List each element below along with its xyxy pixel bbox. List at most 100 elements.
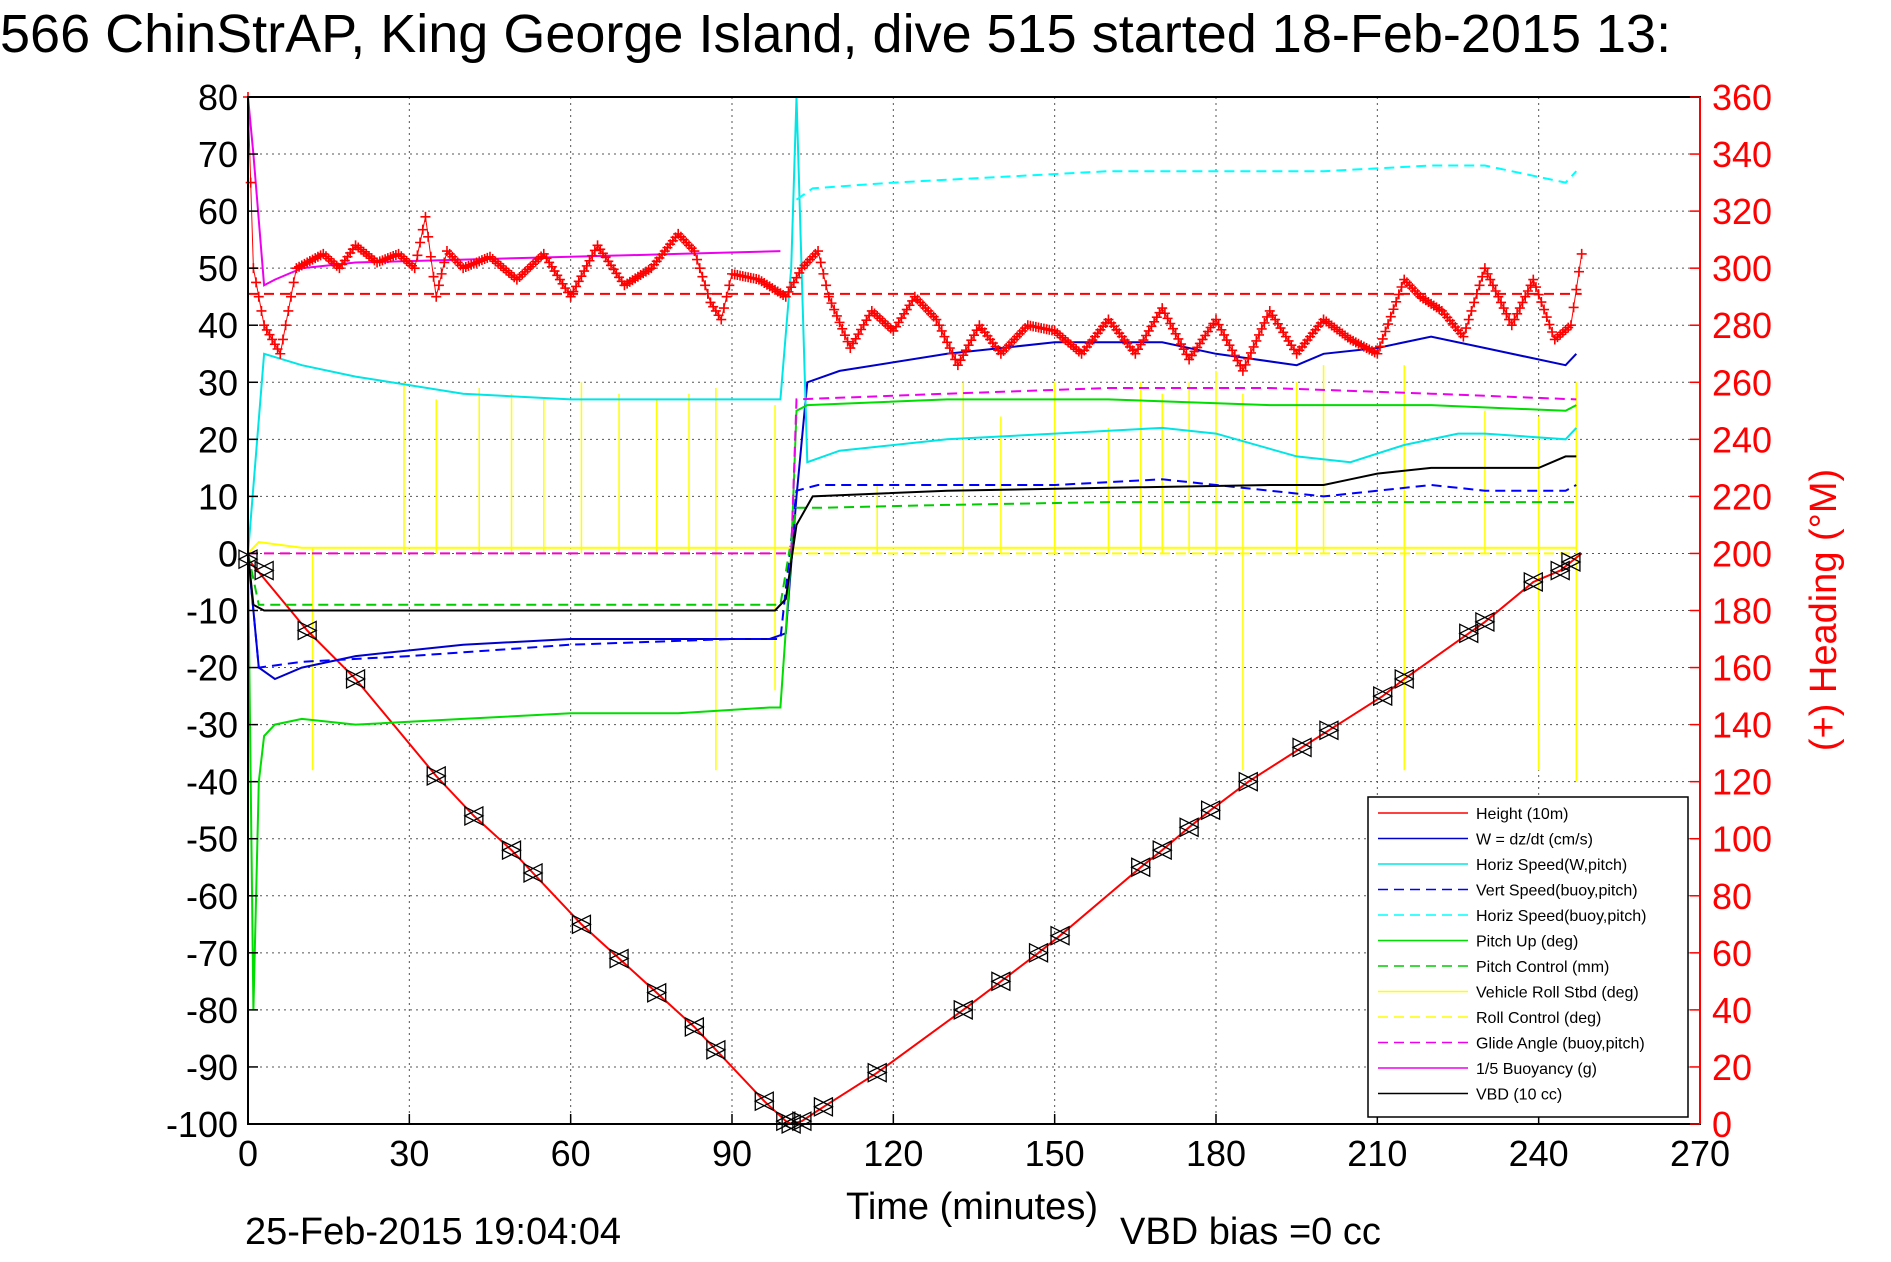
depth-marker: [345, 668, 367, 690]
heading-marker: [1477, 271, 1488, 282]
depth-marker: [1522, 571, 1544, 593]
heading-marker: [253, 291, 264, 302]
heading-marker: [409, 263, 420, 274]
heading-marker: [1256, 323, 1267, 334]
heading-marker: [1383, 319, 1394, 330]
heading-marker: [589, 245, 600, 256]
heading-marker: [264, 329, 275, 340]
depth-marker: [1237, 771, 1259, 792]
heading-marker: [1262, 311, 1273, 322]
heading-marker: [288, 277, 299, 288]
heading-marker: [1227, 345, 1238, 356]
heading-marker: [1536, 297, 1547, 308]
heading-marker: [721, 291, 732, 302]
depth-marker: [1291, 737, 1313, 758]
heading-marker: [1479, 263, 1490, 274]
heading-marker: [1229, 350, 1240, 361]
heading-marker: [431, 291, 442, 302]
y2-tick-label: 20: [1712, 1047, 1752, 1088]
y-tick-label: -80: [186, 990, 238, 1031]
heading-marker: [944, 343, 955, 354]
heading-marker: [963, 340, 974, 351]
y2-tick-label: 140: [1712, 705, 1772, 746]
legend-label: Vert Speed(buoy,pitch): [1476, 883, 1638, 900]
footer-date: 25-Feb-2015 19:04:04: [245, 1211, 621, 1253]
heading-marker: [269, 339, 280, 350]
heading-marker: [1224, 340, 1235, 351]
heading-line: [247, 96, 1583, 373]
heading-marker: [1530, 282, 1541, 293]
depth-marker: [1549, 560, 1571, 581]
heading-marker: [831, 310, 842, 321]
heading-marker: [286, 291, 297, 302]
heading-marker: [256, 305, 267, 316]
y-tick-label: 40: [198, 305, 238, 346]
heading-marker: [823, 291, 834, 302]
depth-marker: [1372, 686, 1394, 707]
legend-label: Horiz Speed(W,pitch): [1476, 857, 1627, 874]
series-line: [795, 164, 1578, 201]
legend-label: Pitch Control (mm): [1476, 959, 1609, 976]
heading-marker: [1146, 321, 1157, 332]
series-line: [247, 540, 1577, 555]
heading-marker: [412, 250, 423, 261]
x-tick-label: 0: [238, 1133, 258, 1174]
heading-marker: [842, 336, 853, 347]
plot-series: [237, 92, 1587, 1135]
heading-marker: [1385, 311, 1396, 322]
heading-marker: [1377, 333, 1388, 344]
heading-marker: [1547, 326, 1558, 337]
x-tick-label: 120: [863, 1133, 923, 1174]
y-tick-label: 50: [198, 248, 238, 289]
depth-marker: [646, 982, 668, 1003]
heading-marker: [952, 360, 963, 371]
heading-marker: [1474, 280, 1485, 291]
heading-marker: [277, 334, 288, 345]
legend-box: [1367, 796, 1689, 1118]
legend-label: Roll Control (deg): [1476, 1010, 1601, 1027]
depth-marker: [1458, 623, 1480, 644]
heading-marker: [433, 280, 444, 291]
depth-marker: [791, 1111, 813, 1132]
heading-marker: [1251, 335, 1262, 346]
heading-marker: [1162, 313, 1173, 324]
heading-marker: [689, 246, 700, 257]
heading-marker: [826, 298, 837, 309]
depth-marker: [1393, 668, 1415, 690]
y-tick-label: -60: [186, 876, 238, 917]
y-tick-label: 10: [198, 476, 238, 517]
heading-marker: [791, 272, 802, 283]
y2-tick-label: 180: [1712, 591, 1772, 632]
heading-marker: [1574, 266, 1584, 277]
heading-marker: [1213, 319, 1224, 330]
x-axis-label: Time (minutes): [846, 1186, 1098, 1228]
x-tick-label: 30: [389, 1133, 429, 1174]
heading-marker: [1571, 284, 1582, 295]
legend: Height (10m) W = dz/dt (cm/s) Horiz Speed(…: [1367, 796, 1689, 1118]
heading-marker: [1221, 335, 1232, 346]
heading-marker: [1514, 303, 1525, 314]
heading-marker: [718, 303, 729, 314]
heading-marker: [1388, 304, 1399, 315]
heading-marker: [969, 330, 979, 341]
heading-marker: [584, 255, 595, 266]
heading-marker: [415, 237, 426, 248]
heading-marker: [272, 343, 283, 354]
heading-marker: [702, 288, 713, 299]
heading-marker: [1176, 339, 1187, 350]
heading-marker: [1568, 302, 1579, 313]
heading-marker: [1143, 325, 1154, 336]
y2-tick-label: 260: [1712, 362, 1772, 403]
heading-marker: [839, 330, 850, 341]
heading-marker: [571, 281, 582, 292]
heading-marker: [1528, 274, 1539, 285]
depth-marker: [1049, 925, 1071, 946]
heading-marker: [931, 314, 942, 325]
legend-label: Pitch Up (deg): [1476, 934, 1578, 951]
heading-marker: [1211, 314, 1221, 325]
heading-marker: [439, 257, 450, 268]
heading-marker: [1243, 353, 1254, 364]
heading-marker: [568, 286, 579, 297]
depth-marker: [1151, 840, 1173, 861]
